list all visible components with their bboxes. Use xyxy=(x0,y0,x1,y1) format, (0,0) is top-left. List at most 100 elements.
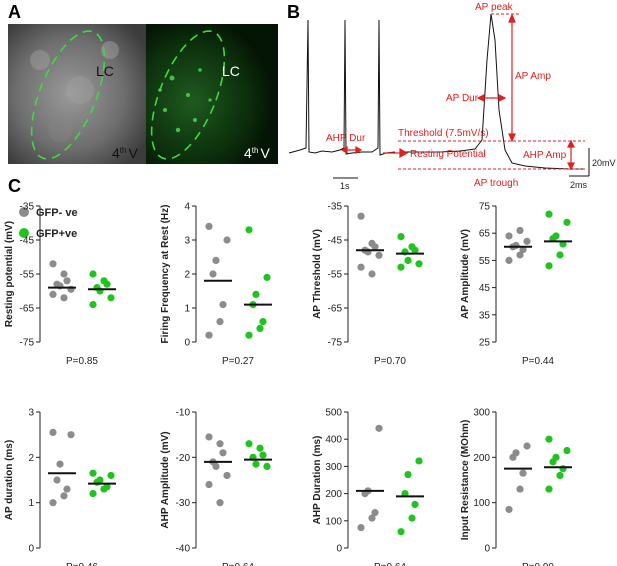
scatter-charts: -35 -45 -55 -65 -75 Resting potential (mV) P=0… xyxy=(4,202,572,566)
data-point-gfp-ve xyxy=(371,243,379,251)
ap-peak-label: AP peak xyxy=(475,2,514,13)
y-tick-label: 3 xyxy=(184,236,190,247)
data-point-gfp-ve xyxy=(415,260,423,268)
data-point-gfp-ve xyxy=(375,251,383,259)
data-point-gfp-ve xyxy=(397,263,405,271)
y-tick-label: 100 xyxy=(473,498,490,509)
chart-ahp-duration-ms: 0 100 200 300 400 500 AHP Duration (ms) P=0.64 xyxy=(312,408,424,566)
y-tick-label: -65 xyxy=(20,304,35,315)
data-point-gfp-ve xyxy=(216,440,224,448)
data-point-gfp-ve xyxy=(60,492,68,500)
ahp-amp-label: AHP Amp xyxy=(523,150,567,161)
data-point-gfp-ve xyxy=(397,528,405,536)
data-point-gfp-ve xyxy=(223,236,231,244)
data-point-gfp-ve xyxy=(56,460,64,468)
data-point-gfp-ve xyxy=(408,514,416,522)
y-axis-label: AP Amplitude (mV) xyxy=(460,229,471,319)
data-point-gfp-ve xyxy=(516,485,524,493)
scale-1s: 1s xyxy=(340,181,350,191)
y-tick-label: 45 xyxy=(479,283,491,294)
y-tick-label: 0 xyxy=(336,544,342,555)
y-tick-label: 500 xyxy=(325,408,342,419)
y-tick-label: 400 xyxy=(325,435,342,446)
voltage-trace xyxy=(288,13,585,170)
data-point-gfp-ve xyxy=(556,251,564,259)
data-point-gfp-ve xyxy=(404,470,412,479)
y-tick-label: 200 xyxy=(325,489,342,500)
data-point-gfp-ve xyxy=(60,294,68,302)
data-point-gfp-ve xyxy=(563,446,571,455)
data-point-gfp-ve xyxy=(411,246,419,254)
chart-ap-duration-ms: 0 1 2 3 AP duration (ms) P=0.46 xyxy=(4,408,116,566)
y-tick-label: 0 xyxy=(28,544,34,555)
legend-gfp-neg: GFP- ve xyxy=(36,207,78,219)
y-tick-label: 1 xyxy=(28,498,34,509)
data-point-gfp-ve xyxy=(205,480,213,489)
y-tick-label: -10 xyxy=(176,408,191,419)
data-point-gfp-ve xyxy=(245,226,253,234)
panel-letter-c: C xyxy=(8,176,21,196)
y-axis-label: AHP Duration (ms) xyxy=(312,436,323,525)
y-tick-label: -45 xyxy=(20,236,35,247)
data-point-gfp-ve xyxy=(505,232,513,240)
data-point-gfp-ve xyxy=(505,505,513,514)
data-point-gfp-ve xyxy=(103,280,111,288)
data-point-gfp-ve xyxy=(205,222,213,230)
y-tick-label: 4 xyxy=(184,202,190,213)
y-tick-label: -75 xyxy=(328,338,343,349)
data-point-gfp-ve xyxy=(212,256,220,264)
data-point-gfp-ve xyxy=(63,485,71,493)
data-point-gfp-ve xyxy=(375,424,383,432)
ahp-dur-label: AHP Dur xyxy=(326,133,366,144)
data-point-gfp-ve xyxy=(545,210,553,218)
data-point-gfp-ve xyxy=(415,457,423,465)
y-axis-label: AP duration (ms) xyxy=(4,440,15,520)
ventricle-label-right: 4th V xyxy=(244,145,270,161)
data-point-gfp-ve xyxy=(245,440,253,448)
legend-marker-gfp-neg xyxy=(19,207,29,217)
ap-dur-label: AP Dur xyxy=(446,93,479,104)
p-value: P=0.70 xyxy=(374,356,406,367)
data-point-gfp-ve xyxy=(523,442,531,450)
data-point-gfp-ve xyxy=(103,483,111,491)
data-point-gfp-ve xyxy=(89,301,97,309)
data-point-gfp-ve xyxy=(107,294,115,302)
data-point-gfp-ve xyxy=(60,270,68,278)
lc-label-right: LC xyxy=(222,63,240,79)
data-point-gfp-ve xyxy=(368,514,376,522)
y-tick-label: 1 xyxy=(184,304,190,315)
y-tick-label: 0 xyxy=(484,544,490,555)
data-point-gfp-ve xyxy=(212,462,220,470)
data-point-gfp-ve xyxy=(404,256,412,264)
chart-resting-potential-mv: -35 -45 -55 -65 -75 Resting potential (mV) P=0… xyxy=(4,202,116,367)
y-tick-label: -45 xyxy=(328,236,343,247)
data-point-gfp-ve xyxy=(205,433,213,441)
data-point-gfp-ve xyxy=(49,499,57,507)
chart-firing-frequency-at-rest-hz: 0 1 2 3 4 Firing Frequency at Rest (Hz) P=0.27 xyxy=(160,202,272,367)
y-tick-label: 25 xyxy=(479,338,491,349)
data-point-gfp-ve xyxy=(368,270,376,278)
y-tick-label: -65 xyxy=(328,304,343,315)
y-axis-label: Input Resistance (MOhm) xyxy=(460,420,471,541)
scale-2ms: 2ms xyxy=(570,180,588,190)
ap-trough-label: AP trough xyxy=(474,178,518,189)
y-tick-label: -35 xyxy=(20,202,35,213)
annotation-arrows xyxy=(340,13,575,171)
p-value: P=0.64 xyxy=(374,562,406,566)
y-axis-label: Firing Frequency at Rest (Hz) xyxy=(160,205,171,344)
data-point-gfp-ve xyxy=(397,233,405,241)
data-point-gfp-ve xyxy=(96,476,104,484)
data-point-gfp-ve xyxy=(357,212,365,220)
data-point-gfp-ve xyxy=(89,469,97,477)
data-point-gfp-ve xyxy=(252,290,260,298)
data-point-gfp-ve xyxy=(516,226,524,235)
y-tick-label: 100 xyxy=(325,516,342,527)
y-tick-label: -40 xyxy=(176,544,191,555)
data-point-gfp-ve xyxy=(245,331,253,339)
y-tick-label: 65 xyxy=(479,229,491,240)
legend: GFP- ve GFP+ve xyxy=(19,207,78,240)
fluorescent-cells xyxy=(158,68,212,133)
y-tick-label: 55 xyxy=(479,256,491,267)
